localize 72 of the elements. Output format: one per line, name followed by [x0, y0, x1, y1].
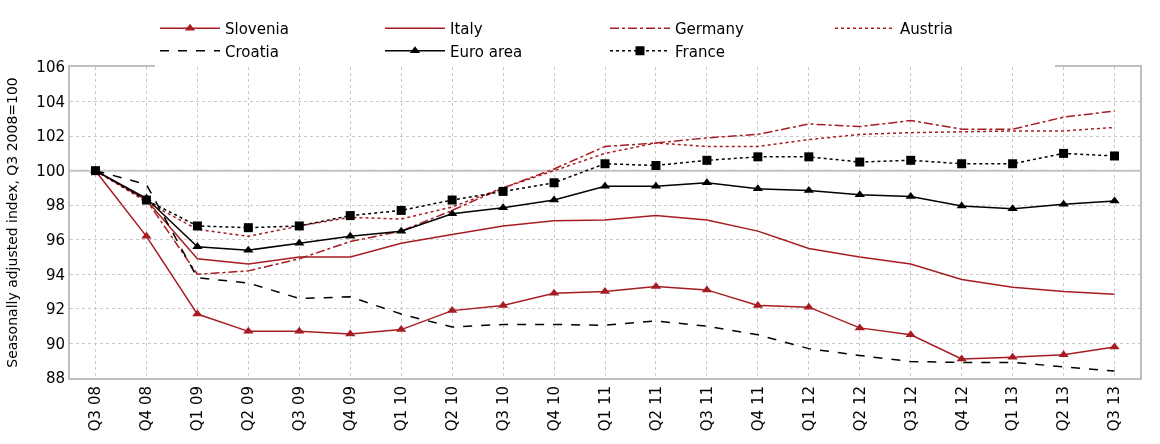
point [1059, 148, 1069, 158]
point [753, 152, 763, 162]
point [957, 159, 967, 169]
x-tick-label: Q3 10 [493, 386, 512, 432]
point [956, 354, 967, 362]
x-tick-label: Q3 11 [697, 386, 716, 432]
x-tick-label: Q1 09 [188, 386, 207, 432]
y-axis-title: Seasonally adjusted index, Q3 2008=100 [4, 77, 21, 368]
x-tick-label: Q4 08 [137, 386, 156, 432]
legend-label: Slovenia [225, 20, 289, 39]
point [447, 195, 457, 205]
point [294, 221, 304, 231]
y-tick-label: 90 [45, 334, 65, 353]
y-tick-label: 94 [45, 265, 65, 284]
y-tick-label: 98 [45, 196, 65, 215]
y-tick-label: 88 [45, 369, 65, 388]
x-tick-label: Q2 10 [443, 386, 462, 432]
point [804, 152, 814, 162]
legend-label: Austria [900, 20, 953, 39]
point [1007, 352, 1018, 360]
point [600, 159, 610, 169]
point [854, 190, 865, 198]
x-tick-label: Q3 13 [1105, 386, 1124, 432]
point [549, 178, 559, 188]
point [345, 231, 356, 239]
y-tick-label: 96 [45, 231, 65, 250]
point [1110, 151, 1120, 161]
point [1058, 199, 1069, 207]
x-tick-label: Q2 11 [646, 386, 665, 432]
y-tick-label: 92 [45, 300, 65, 319]
legend-label: Croatia [225, 42, 279, 61]
point [141, 231, 152, 239]
y-tick-label: 100 [36, 161, 65, 180]
y-tick-label: 102 [36, 127, 65, 146]
point [854, 323, 865, 331]
x-tick-label: Q3 09 [290, 386, 309, 432]
x-tick-label: Q2 13 [1054, 386, 1073, 432]
x-tick-label: Q4 11 [748, 386, 767, 432]
legend-label: Euro area [450, 42, 523, 61]
point [345, 211, 355, 221]
point [1008, 159, 1018, 169]
x-tick-label: Q2 09 [239, 386, 258, 432]
point [498, 186, 508, 196]
point [855, 157, 865, 167]
x-tick-label: Q3 08 [86, 386, 105, 432]
point [141, 195, 151, 205]
y-tick-label: 106 [36, 58, 65, 77]
x-tick-label: Q1 10 [392, 386, 411, 432]
x-tick-label: Q4 09 [341, 386, 360, 432]
x-tick-label: Q2 12 [850, 386, 869, 432]
point [1109, 342, 1120, 350]
point [192, 221, 202, 231]
point [905, 330, 916, 338]
legend-label: France [675, 42, 725, 61]
point [294, 326, 305, 334]
point [345, 329, 356, 337]
x-tick-label: Q1 12 [799, 386, 818, 432]
x-tick-label: Q3 12 [901, 386, 920, 432]
point [702, 155, 712, 165]
x-tick-label: Q1 11 [595, 386, 614, 432]
x-tick-label: Q4 12 [952, 386, 971, 432]
legend-label: Germany [675, 20, 745, 39]
y-tick-label: 104 [36, 92, 65, 111]
point [243, 326, 254, 334]
point [906, 155, 916, 165]
x-tick-label: Q1 13 [1003, 386, 1022, 432]
point [396, 205, 406, 215]
x-tick-label: Q4 10 [544, 386, 563, 432]
point [243, 223, 253, 233]
legend-label: Italy [450, 20, 483, 39]
point [1109, 196, 1120, 204]
point [651, 160, 661, 170]
